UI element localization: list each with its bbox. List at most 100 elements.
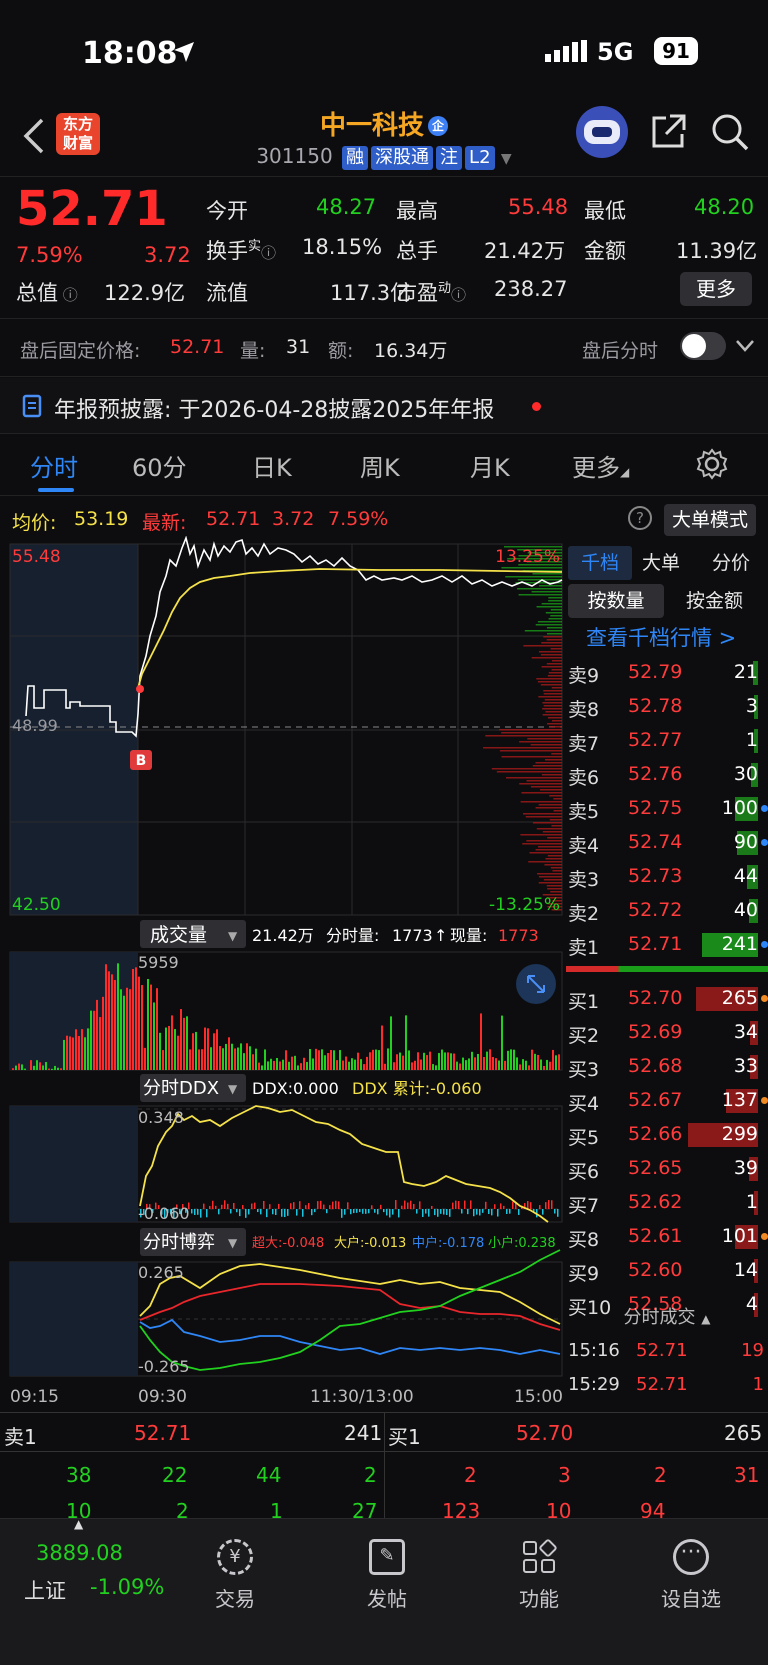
ask-row[interactable]: 卖3 52.73 44	[566, 860, 768, 894]
ddx-bar	[377, 1209, 379, 1215]
buy-marker[interactable]	[130, 750, 152, 770]
by-amount-button[interactable]: 按金额	[686, 590, 744, 612]
ddx-bar	[161, 1209, 163, 1215]
tab-big-orders[interactable]: 大单	[642, 552, 681, 574]
depth-bar	[550, 867, 562, 869]
back-icon[interactable]	[22, 118, 46, 154]
bid-row[interactable]: 买1 52.70 265	[566, 982, 768, 1016]
depth-bar	[519, 783, 562, 785]
info-circle-icon[interactable]: ⓘ	[261, 244, 277, 262]
bid-row[interactable]: 买4 52.67 137	[566, 1084, 768, 1118]
buy-marker-label: B	[136, 753, 147, 769]
tag-l2: L2	[465, 146, 495, 170]
volume-bar	[315, 1048, 317, 1070]
share-icon[interactable]	[650, 112, 688, 150]
volume-bar	[246, 1043, 248, 1070]
volume-bar	[105, 964, 107, 1070]
notice-bar[interactable]: 年报预披露: 于2026-04-28披露2025年年报	[0, 378, 768, 434]
ask-row[interactable]: 卖4 52.74 90	[566, 826, 768, 860]
bid-row[interactable]: 买2 52.69 34	[566, 1016, 768, 1050]
volume-bar	[297, 1065, 299, 1070]
by-quantity-button[interactable]: 按数量	[568, 584, 664, 618]
stock-name-row[interactable]: 中一科技企	[0, 105, 768, 142]
ask-row[interactable]: 卖1 52.71 241	[566, 928, 768, 962]
turnover-sup: 实	[248, 239, 262, 254]
more-button[interactable]: 更多	[680, 272, 752, 306]
trades-title[interactable]: 分时成交 ▲	[623, 1307, 711, 1328]
tab-depth[interactable]: 千档	[568, 546, 632, 580]
tab-60min[interactable]: 60分	[132, 454, 187, 482]
ask-row[interactable]: 卖9 52.79 21	[566, 656, 768, 690]
tab-weekly[interactable]: 周K	[360, 454, 400, 482]
ask-row[interactable]: 卖2 52.72 40	[566, 894, 768, 928]
app-logo[interactable]: 东方 财富	[56, 113, 100, 155]
nav-functions[interactable]: 功能	[484, 1538, 594, 1612]
view-depth-link[interactable]: 查看千档行情 >	[586, 626, 737, 650]
y-min-label: 42.50	[12, 895, 61, 915]
search-icon[interactable]	[710, 112, 750, 152]
index-name[interactable]: 上证	[24, 1579, 66, 1603]
tab-more[interactable]: 更多◢	[572, 454, 630, 482]
chevron-down-icon[interactable]	[736, 340, 754, 352]
ddx-top-label: 0.348	[138, 1108, 184, 1127]
level-volume: 4	[745, 1293, 758, 1315]
tab-monthly[interactable]: 月K	[470, 454, 510, 482]
ask-row[interactable]: 卖5 52.75 100	[566, 792, 768, 826]
intraday-chart[interactable]: B 55.48 48.99 42.50 13.25% -13.25% 成交量 ▼…	[0, 536, 566, 1412]
robot-avatar-icon[interactable]	[576, 106, 628, 158]
nav-trade[interactable]: ¥ 交易	[180, 1539, 290, 1612]
ask-row[interactable]: 卖7 52.77 1	[566, 724, 768, 758]
tab-intraday[interactable]: 分时	[30, 454, 78, 482]
bid-row[interactable]: 买6 52.65 39	[566, 1152, 768, 1186]
price-line	[25, 536, 563, 738]
index-value[interactable]: 3889.08	[36, 1541, 123, 1565]
ddx-bar	[326, 1209, 328, 1214]
bid-row[interactable]: 买10 52.58 4	[566, 1288, 768, 1322]
volume-bar	[252, 1054, 254, 1070]
game-small-line	[139, 1249, 561, 1371]
volume-bar	[102, 996, 104, 1070]
depth-bar	[522, 570, 562, 572]
bid-row[interactable]: 买8 52.61 101	[566, 1220, 768, 1254]
network-type: 5G	[597, 38, 634, 66]
ddx-selector[interactable]	[140, 1074, 246, 1102]
depth-bar	[542, 894, 562, 896]
volume-bar	[150, 984, 152, 1070]
volume-selector[interactable]	[140, 920, 246, 948]
level-price: 52.72	[628, 899, 683, 921]
depth-bar	[522, 813, 562, 815]
bid-row[interactable]: 买3 52.68 33	[566, 1050, 768, 1084]
bid-row[interactable]: 买5 52.66 299	[566, 1118, 768, 1152]
depth-bar	[543, 705, 562, 707]
nav-post[interactable]: ✎ 发帖	[332, 1539, 442, 1612]
depth-bar	[546, 639, 562, 641]
volume-bar	[390, 1016, 392, 1070]
game-selector[interactable]	[140, 1228, 246, 1256]
tab-price-distribution[interactable]: 分价	[712, 552, 751, 574]
bid-row[interactable]: 买7 52.62 1	[566, 1186, 768, 1220]
help-icon[interactable]: ?	[628, 506, 652, 530]
volume-bar	[456, 1061, 458, 1070]
big-order-mode-button[interactable]: 大单模式	[664, 504, 756, 536]
ddx-bar	[497, 1209, 499, 1217]
ask-row[interactable]: 卖6 52.76 30	[566, 758, 768, 792]
ddx-bar	[515, 1202, 517, 1209]
index-pct[interactable]: -1.09%	[90, 1575, 165, 1599]
ask-row[interactable]: 卖8 52.78 3	[566, 690, 768, 724]
settings-gear-icon[interactable]	[696, 448, 728, 480]
after-hours-toggle[interactable]	[680, 332, 726, 360]
volume-bar	[309, 1049, 311, 1070]
volume-bar	[78, 1036, 80, 1070]
expand-up-icon[interactable]: ▲	[74, 1517, 84, 1531]
level-price: 52.71	[628, 933, 683, 955]
info-circle-icon[interactable]: ⓘ	[58, 286, 78, 304]
depth-bar	[532, 822, 562, 824]
volume-bar	[282, 1059, 284, 1070]
info-circle-icon[interactable]: ⓘ	[451, 286, 467, 304]
bid-row[interactable]: 买9 52.60 14	[566, 1254, 768, 1288]
volume-bar	[153, 1002, 155, 1070]
tab-daily[interactable]: 日K	[252, 454, 292, 482]
depth-bar	[537, 681, 562, 683]
nav-watchlist[interactable]: ··· 设自选	[636, 1539, 746, 1612]
dropdown-icon[interactable]: ▼	[500, 151, 512, 167]
